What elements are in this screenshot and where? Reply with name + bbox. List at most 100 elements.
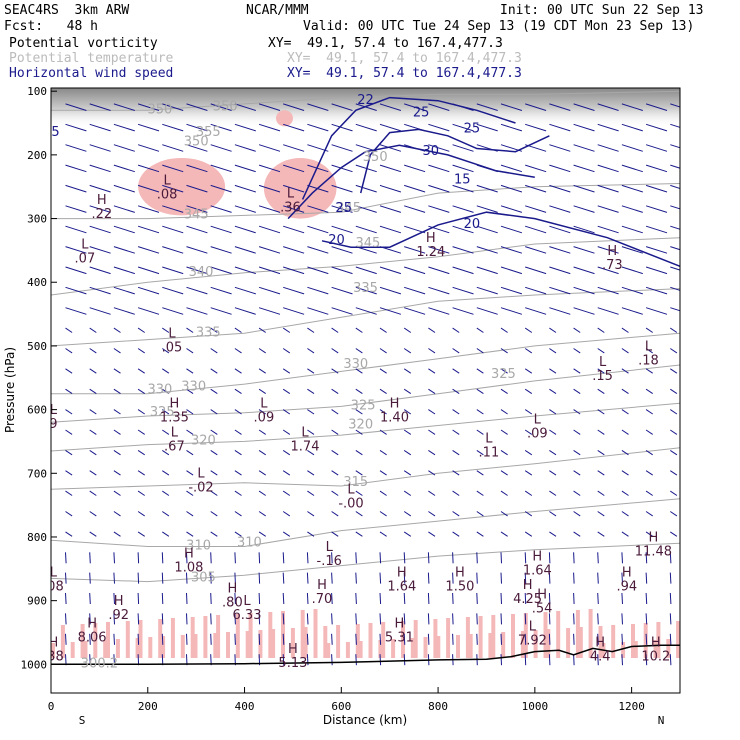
- wind-vector: [621, 286, 643, 295]
- wind-vector: [89, 327, 97, 333]
- wind-vector: [331, 490, 339, 496]
- wind-vector: [670, 164, 680, 169]
- wind-vector: [573, 327, 581, 333]
- wind-vector: [452, 368, 460, 374]
- wind-vector: [621, 266, 643, 275]
- extremum-kind-label: L: [645, 339, 653, 354]
- wind-vector: [258, 225, 281, 234]
- wind-vector: [549, 246, 571, 254]
- wind-vector: [452, 266, 474, 275]
- pv-fill-strip: [83, 641, 88, 658]
- wind-vector: [210, 144, 232, 152]
- extremum-kind-label: H: [523, 578, 533, 593]
- isentrope-line-310: [51, 498, 680, 547]
- wind-vector: [89, 490, 97, 496]
- extremum-value-label: 10.2: [641, 649, 670, 664]
- wind-vector: [65, 511, 73, 517]
- wind-vector: [452, 307, 474, 315]
- wind-vector: [403, 654, 406, 666]
- wind-vector: [452, 490, 460, 496]
- wind-vector: [331, 348, 339, 354]
- wind-vector: [500, 490, 508, 496]
- wind-vector: [428, 205, 450, 213]
- stratosphere-shading: [51, 88, 680, 128]
- wind-vector: [573, 592, 575, 605]
- wind-vector: [210, 286, 232, 295]
- wind-vector: [476, 246, 498, 254]
- wind-vector: [65, 144, 87, 152]
- wind-vector: [379, 225, 402, 234]
- wind-vector: [65, 572, 67, 584]
- extremum-value-label: 5.31: [385, 630, 414, 645]
- wind-vector: [549, 409, 557, 415]
- wind-vector: [210, 613, 212, 625]
- wind-vector: [645, 266, 668, 275]
- extremum-kind-label: L: [301, 425, 309, 440]
- wind-speed-contour-20: [321, 211, 680, 267]
- wind-vector: [306, 613, 309, 625]
- wind-vector: [428, 388, 436, 395]
- wind-vector: [234, 348, 242, 354]
- wind-vector: [210, 470, 218, 476]
- wind-vector: [258, 205, 281, 213]
- extremum-kind-label: L: [168, 327, 176, 342]
- wind-vector: [452, 348, 460, 354]
- wind-vector: [113, 205, 135, 213]
- wind-vector: [404, 103, 426, 111]
- wind-vector: [331, 633, 333, 645]
- wind-vector: [161, 613, 164, 625]
- wind-vector: [549, 103, 571, 111]
- wind-vector: [210, 225, 232, 234]
- wind-speed-label: 20: [328, 233, 345, 248]
- wind-vector: [355, 409, 363, 415]
- extremum-kind-label: H: [397, 565, 407, 580]
- pv-fill-strip: [410, 638, 415, 658]
- extremum-value-label: 1.64: [387, 579, 416, 594]
- wind-vector: [500, 449, 508, 456]
- wind-vector: [113, 348, 121, 354]
- wind-vector: [500, 225, 523, 234]
- wind-vector: [452, 144, 474, 152]
- wind-vector: [355, 531, 363, 537]
- wind-vector: [258, 633, 261, 645]
- extremum-kind-label: H: [390, 397, 400, 412]
- wind-vector: [161, 572, 164, 584]
- extremum-kind-label: H: [622, 565, 632, 580]
- wind-vector: [306, 592, 309, 605]
- wind-vector: [524, 368, 533, 374]
- wind-vector: [283, 205, 305, 213]
- wind-vector: [621, 490, 629, 496]
- wind-vector: [645, 164, 668, 173]
- wind-vector: [525, 123, 547, 132]
- wind-vector: [113, 572, 115, 584]
- wind-vector: [137, 184, 160, 193]
- wind-vector: [65, 449, 73, 456]
- wind-vector: [258, 490, 266, 496]
- x-tick-label: 200: [138, 700, 158, 713]
- pv-fill-strip: [70, 642, 75, 658]
- wind-vector: [428, 184, 450, 193]
- wind-vector: [476, 205, 498, 213]
- pv-fill-strip: [566, 628, 571, 658]
- wind-vector: [476, 266, 498, 275]
- init-time: Init: 00 UTC Sun 22 Sep 13: [500, 3, 704, 18]
- wind-vector: [89, 654, 91, 666]
- y-axis-title: Pressure (hPa): [3, 347, 17, 433]
- wind-vector: [186, 368, 194, 374]
- wind-vector: [476, 307, 498, 315]
- wind-vector: [500, 429, 508, 435]
- pv-fill-strip: [268, 612, 273, 658]
- extremum-kind-label: L: [534, 413, 542, 428]
- wind-vector: [621, 409, 629, 415]
- wind-vector: [113, 123, 135, 132]
- wind-vector: [573, 388, 581, 395]
- wind-vector: [597, 613, 599, 625]
- wind-vector: [162, 164, 184, 173]
- wind-vector: [137, 592, 140, 605]
- wind-vector: [404, 246, 426, 254]
- wind-vector: [645, 123, 668, 132]
- wind-vector: [597, 470, 605, 476]
- pv-fill-strip: [656, 622, 661, 658]
- wind-vector: [283, 123, 305, 132]
- wind-vector: [162, 490, 170, 496]
